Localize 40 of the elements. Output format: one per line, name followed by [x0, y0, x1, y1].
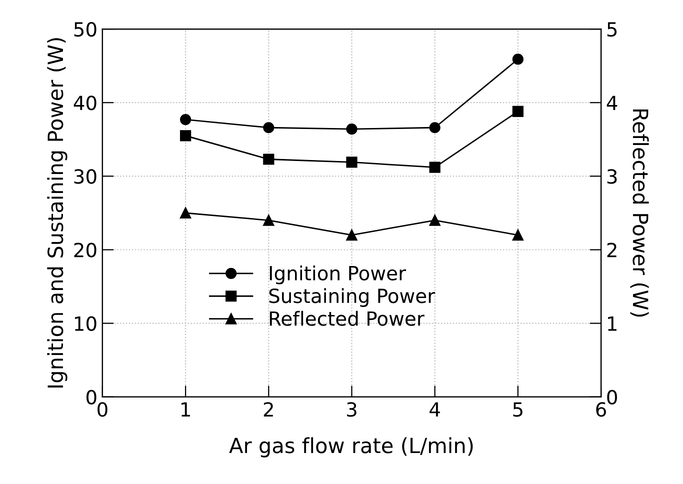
- legend-label: Ignition Power: [270, 265, 406, 284]
- y-axis-title: Ignition and Sustaining Power (W): [47, 38, 68, 388]
- y-tick-label: 20: [74, 242, 96, 258]
- legend-label: Sustaining Power: [269, 288, 436, 307]
- x-tick-label: 5: [513, 402, 522, 417]
- point: [429, 162, 440, 173]
- y2-tick-label: 3: [607, 169, 617, 184]
- y-tick-label: 30: [74, 169, 96, 184]
- y2-axis-title: Reflected Power (W): [630, 109, 649, 317]
- point: [512, 229, 524, 241]
- x-tick-label: 0: [98, 402, 108, 417]
- y2-tick-label: 1: [608, 316, 616, 331]
- point: [263, 214, 274, 226]
- x-tick-label: 3: [347, 402, 356, 417]
- point: [346, 156, 358, 168]
- point: [263, 122, 274, 134]
- y2-tick-label: 4: [606, 96, 618, 110]
- point: [512, 54, 524, 65]
- x-tick-label: 6: [596, 402, 606, 417]
- point: [180, 114, 192, 126]
- y2-tick-label: 0: [607, 390, 617, 405]
- x-axis-title: Ar gas flow rate (L/min): [229, 437, 473, 458]
- y-tick-label: 0: [86, 390, 96, 405]
- x-tick-label: 2: [264, 402, 273, 417]
- y2-tick-label: 2: [607, 242, 616, 258]
- point: [429, 214, 440, 226]
- y-tick-label: 40: [74, 96, 96, 110]
- x-tick-label: 4: [430, 402, 440, 417]
- x-tick-label: 1: [182, 402, 190, 417]
- y-tick-label: 50: [74, 22, 96, 37]
- point: [263, 154, 274, 165]
- point: [180, 207, 192, 219]
- point: [346, 124, 358, 135]
- point: [429, 122, 440, 134]
- point: [512, 106, 524, 117]
- legend-label: Reflected Power: [270, 310, 424, 326]
- y2-tick-label: 5: [607, 22, 617, 37]
- point: [180, 130, 192, 142]
- point: [346, 229, 358, 241]
- y-tick-label: 10: [74, 316, 96, 331]
